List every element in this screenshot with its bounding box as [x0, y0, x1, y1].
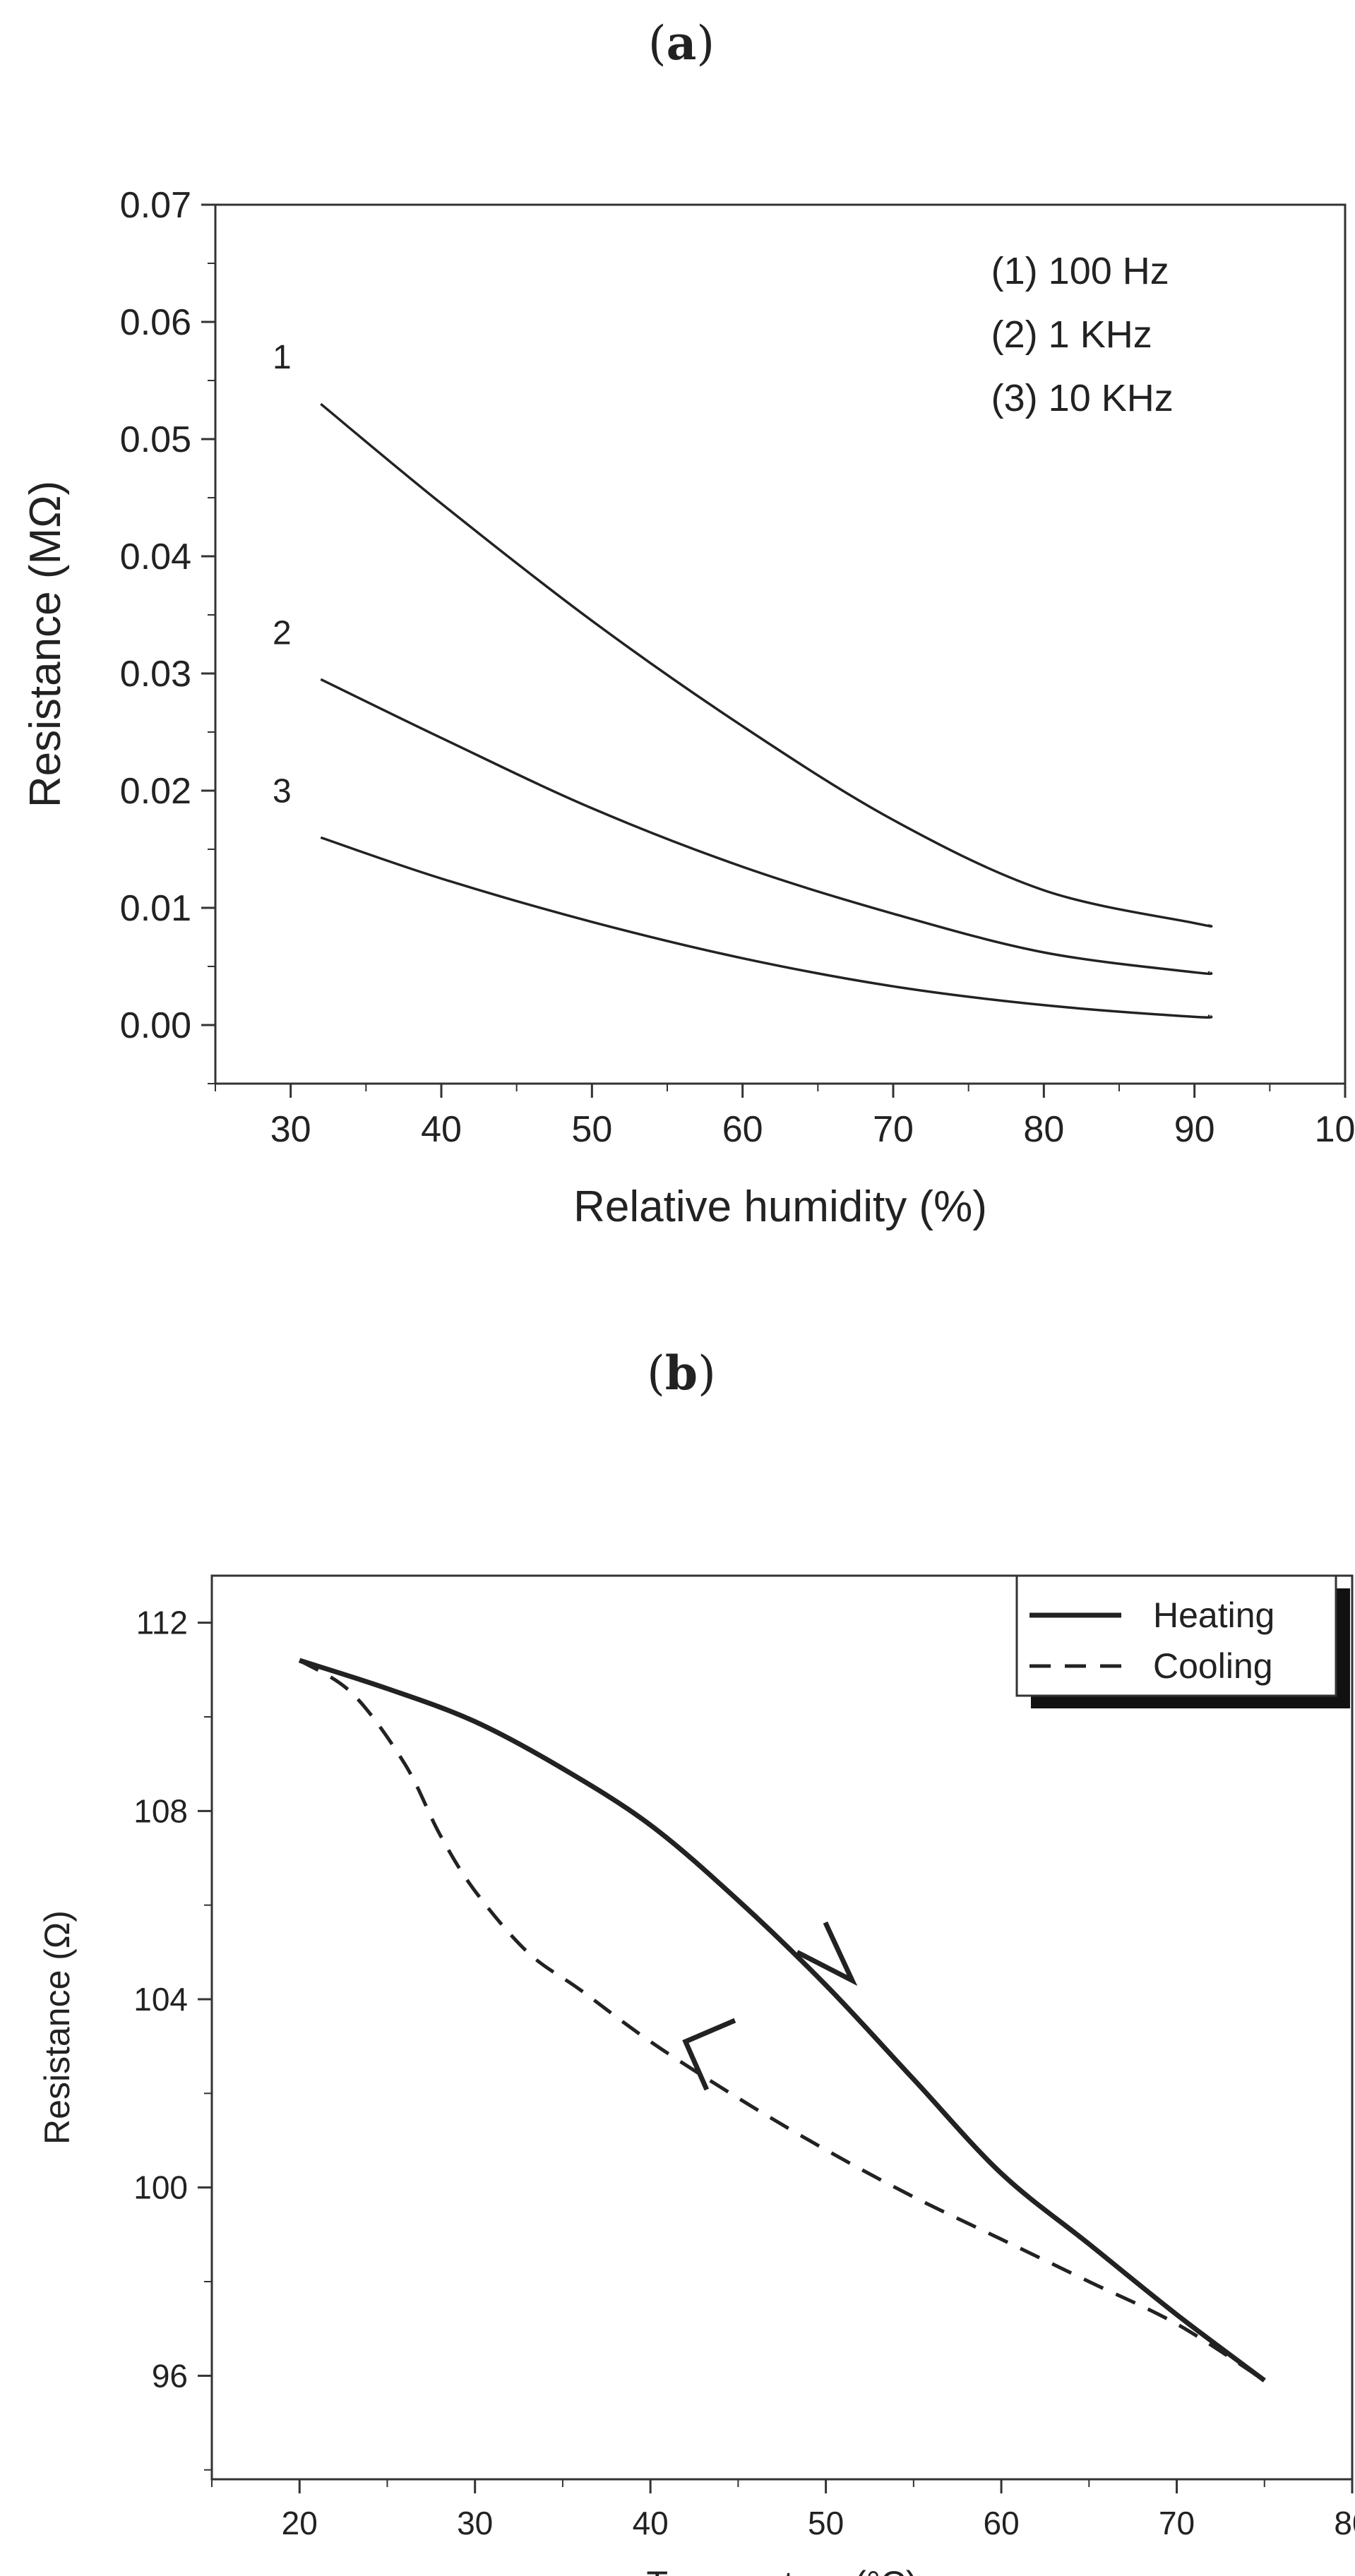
curve-label-1: 1 [273, 339, 292, 376]
legend-entry: Cooling [1153, 1646, 1273, 1686]
panel-b-open-paren: ( [647, 1346, 665, 1401]
y-tick-label: 0.03 [120, 654, 191, 695]
panel-b-label: (b) [647, 1346, 716, 1401]
y-tick-label: 0.00 [120, 1005, 191, 1046]
y-tick-label: 0.04 [120, 537, 191, 577]
x-tick-label: 60 [722, 1109, 763, 1150]
x-tick-label: 60 [983, 2505, 1019, 2541]
x-tick-label: 30 [457, 2505, 493, 2541]
y-tick-label: 112 [136, 1605, 188, 1641]
y-tick-label: 108 [133, 1792, 188, 1829]
panel-a-label: (a) [648, 16, 715, 71]
panel-b-close-paren: ) [698, 1346, 716, 1401]
x-tick-label: 100 [1315, 1109, 1355, 1150]
arrow-heating [796, 1921, 858, 1987]
panel-a-letter: a [667, 16, 697, 71]
x-tick-label: 80 [1023, 1109, 1064, 1150]
legend-entry: (2) 1 KHz [991, 313, 1152, 356]
y-tick-label: 96 [152, 2357, 188, 2394]
x-tick-label: 90 [1174, 1109, 1215, 1150]
legend-entry: (1) 100 Hz [991, 250, 1169, 292]
y-tick-label: 0.05 [120, 419, 191, 460]
panel-b-letter: b [665, 1346, 698, 1401]
x-tick-label: 70 [1159, 2505, 1195, 2541]
x-tick-label: 40 [633, 2505, 669, 2541]
x-tick-label: 50 [571, 1109, 612, 1150]
legend-entry: (3) 10 KHz [991, 377, 1174, 419]
plot-frame [214, 203, 1347, 1085]
series-3-line [320, 836, 1213, 1019]
series-heating-line [299, 1658, 1266, 2383]
y-axis-title: Resistance (MΩ) [21, 481, 70, 808]
legend-box [1015, 1574, 1337, 1697]
y-tick-label: 0.07 [120, 185, 191, 226]
y-tick-label: 0.01 [120, 888, 191, 929]
x-tick-label: 30 [270, 1109, 311, 1150]
x-tick-label: 40 [421, 1109, 462, 1150]
panel-a-open-paren: ( [648, 16, 667, 71]
y-tick-label: 104 [133, 1981, 188, 2018]
curve-label-3: 3 [273, 772, 292, 810]
y-tick-label: 100 [133, 2169, 188, 2206]
arrow-cooling [682, 2018, 736, 2091]
y-axis-title: Resistance (Ω) [37, 1910, 77, 2145]
panel-a-close-paren: ) [696, 16, 715, 71]
legend-entry: Heating [1153, 1595, 1275, 1635]
x-tick-label: 20 [282, 2505, 318, 2541]
series-cooling-line [298, 1658, 1266, 2383]
series-1-line [320, 402, 1213, 928]
plot-frame [210, 1574, 1354, 2481]
x-axis-title: Temperature (°C) [647, 2564, 918, 2576]
x-tick-label: 70 [873, 1109, 914, 1150]
y-tick-label: 0.02 [120, 771, 191, 812]
y-tick-label: 0.06 [120, 302, 191, 343]
x-tick-label: 80 [1334, 2505, 1355, 2541]
x-tick-label: 50 [808, 2505, 844, 2541]
chart-b: 20 30 40 50 60 70 80 96 100 104 108 112 Temperature … [37, 1574, 1355, 2576]
x-axis-title: Relative humidity (%) [573, 1182, 987, 1231]
series-2-line [320, 678, 1213, 976]
chart-a: 30 40 50 60 70 80 90 100 0.00 0.01 0.02 0.03 0.04 0.0… [21, 185, 1355, 1231]
curve-label-2: 2 [273, 614, 292, 652]
